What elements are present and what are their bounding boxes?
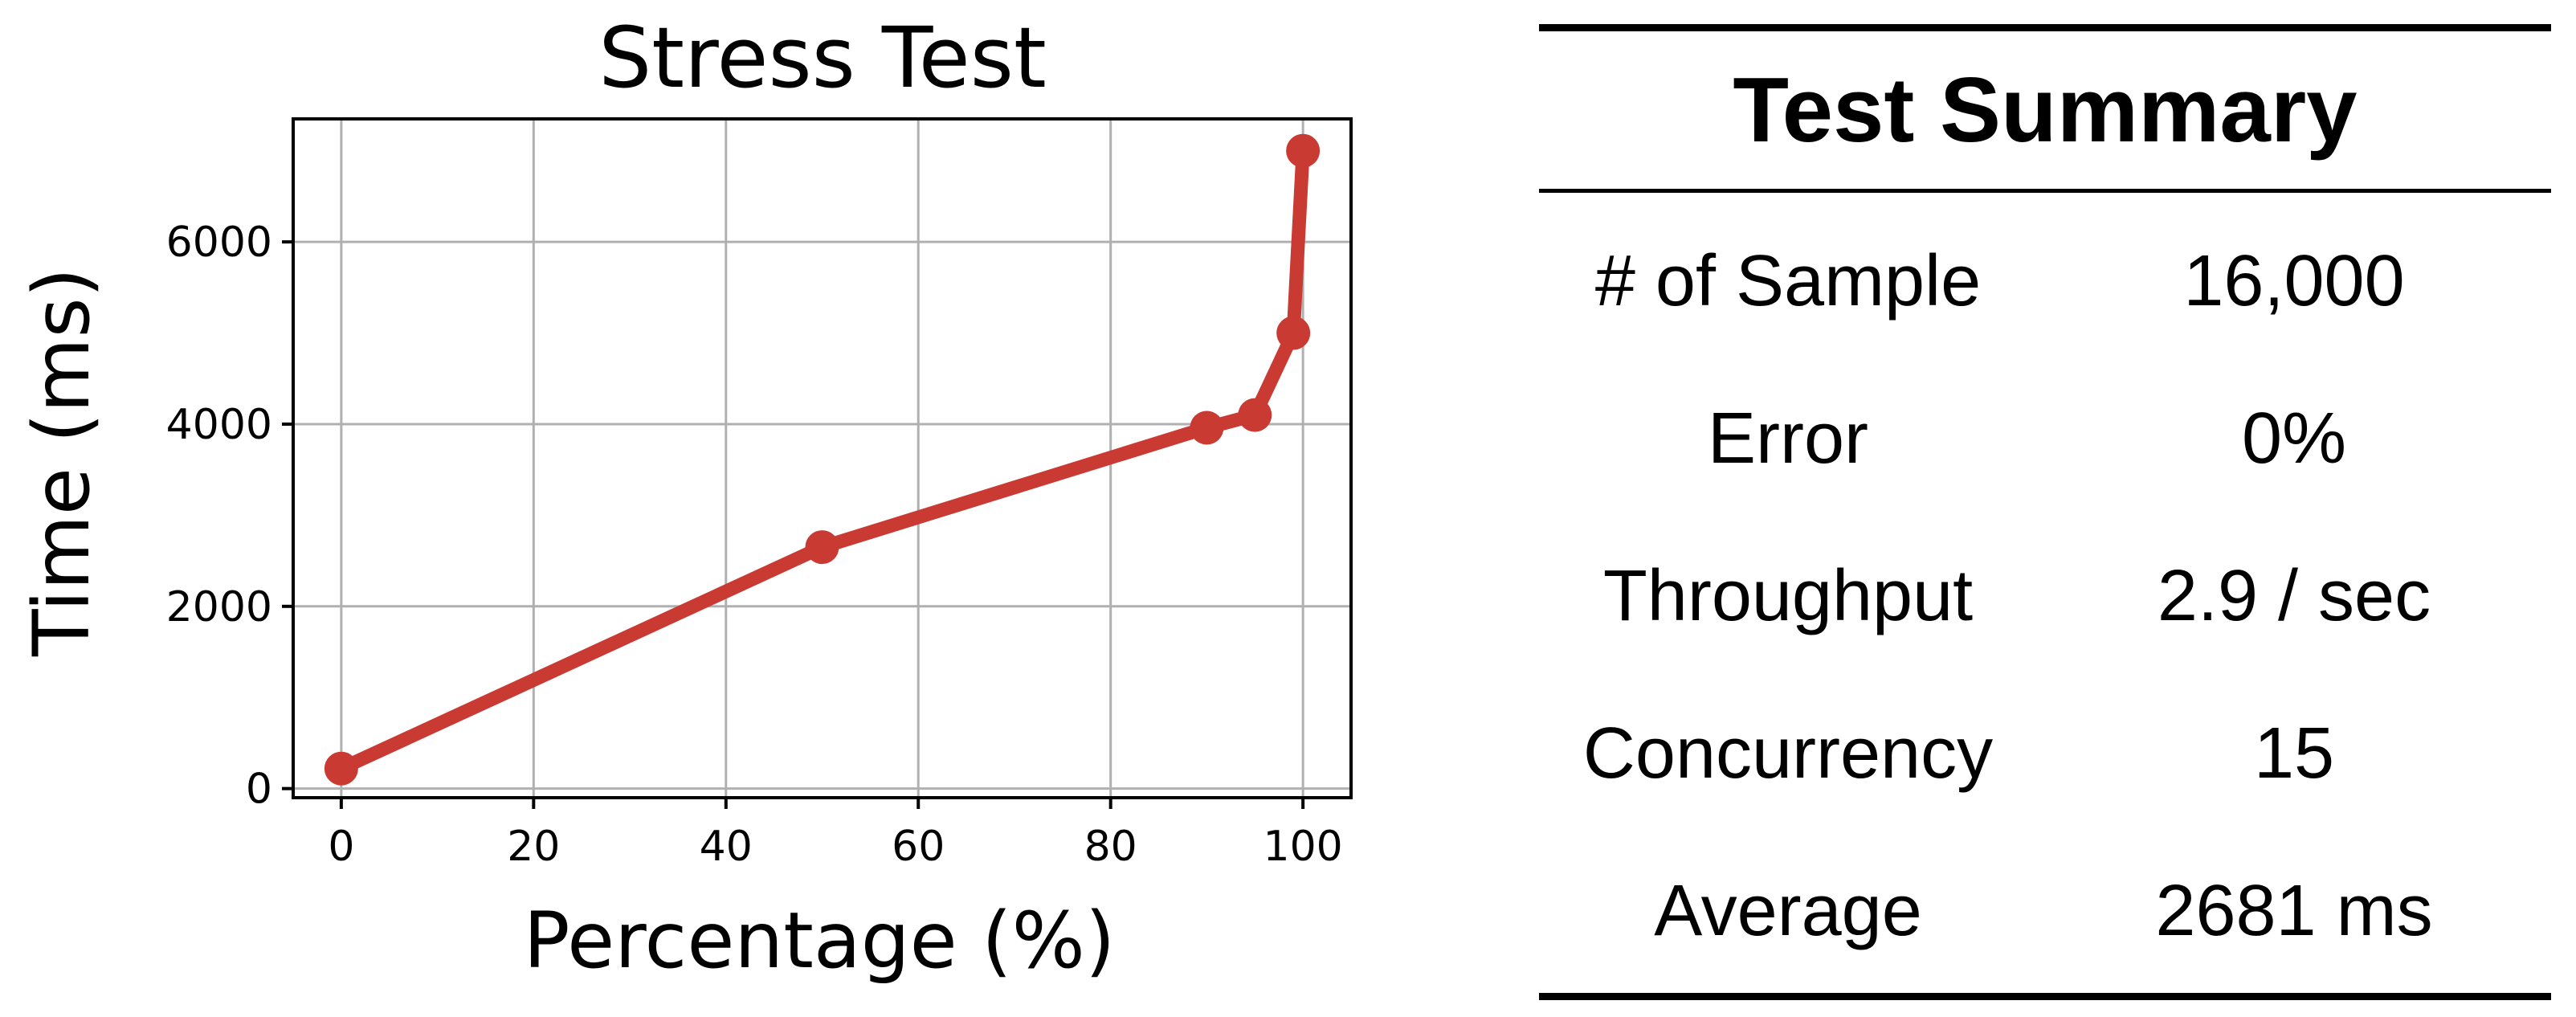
x-axis-label: Percentage (%) (524, 896, 1116, 986)
summary-value: 2681 ms (2155, 870, 2433, 951)
summary-title: Test Summary (1733, 59, 2358, 161)
series-layer (324, 133, 1321, 786)
x-tick-label: 100 (1264, 823, 1343, 871)
summary-row-throughput: Throughput 2.9 / sec (1539, 517, 2551, 675)
table-header-rule (1539, 189, 2551, 193)
grid-lines (293, 119, 1351, 798)
summary-value: 15 (2253, 713, 2335, 794)
summary-rows: # of Sample 16,000 Error 0% Throughput 2… (1539, 193, 2551, 993)
y-tick-label: 4000 (166, 401, 272, 449)
summary-value: 16,000 (2183, 240, 2405, 321)
summary-row-error: Error 0% (1539, 360, 2551, 517)
summary-row-average: Average 2681 ms (1539, 832, 2551, 990)
summary-label: Throughput (1602, 555, 1974, 636)
summary-label: Average (1654, 870, 1922, 951)
data-point-marker (1190, 410, 1224, 445)
x-tick-label: 0 (328, 823, 354, 871)
data-point-marker (1276, 316, 1311, 350)
summary-value: 2.9 / sec (2157, 555, 2431, 636)
chart-title: Stress Test (598, 9, 1046, 107)
y-tick-label: 0 (246, 766, 272, 814)
x-tick-label: 40 (700, 823, 753, 871)
plot-frame (292, 117, 1353, 799)
x-tick-label: 20 (507, 823, 560, 871)
data-point-marker (1238, 398, 1272, 432)
y-tick-label: 2000 (166, 583, 272, 631)
stress-test-chart: Stress Test 0 20 40 60 80 100 0 2000 4000 6000 Pe… (17, 9, 1353, 986)
summary-label: Concurrency (1582, 713, 1994, 794)
summary-row-samples: # of Sample 16,000 (1539, 202, 2551, 360)
x-tick-label: 80 (1084, 823, 1137, 871)
summary-label: Error (1708, 398, 1868, 479)
data-point-marker (1286, 133, 1321, 168)
tick-layer: 0 20 40 60 80 100 0 2000 4000 6000 (166, 219, 1343, 871)
summary-value: 0% (2241, 398, 2347, 479)
x-tick-label: 60 (892, 823, 945, 871)
data-point-marker (805, 530, 839, 565)
table-bottom-rule (1539, 993, 2551, 1000)
y-axis-label: Time (ms) (17, 268, 107, 657)
series-line (334, 144, 1310, 776)
data-point-marker (324, 751, 358, 786)
summary-row-concurrency: Concurrency 15 (1539, 675, 2551, 832)
summary-label: # of Sample (1594, 240, 1982, 321)
y-tick-label: 6000 (166, 219, 272, 267)
table-top-rule (1539, 24, 2551, 31)
test-summary-table: Test Summary # of Sample 16,000 Error 0%… (1539, 24, 2551, 1000)
